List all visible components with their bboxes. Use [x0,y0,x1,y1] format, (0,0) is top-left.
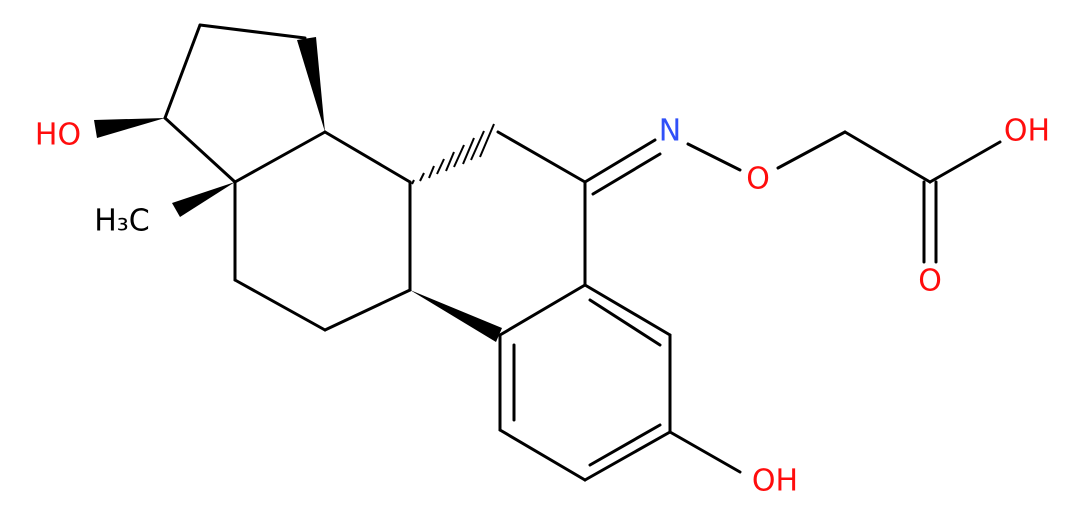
wedge-bond [94,118,165,138]
wedge-bond [297,37,325,132]
bond [163,23,202,120]
bond [843,130,932,184]
bond [198,23,307,40]
bond [588,423,662,467]
bond [498,428,587,482]
wedge-bond [172,182,235,217]
bond [498,283,587,337]
bond [323,288,412,332]
bond [928,140,1002,184]
bond [588,298,662,347]
bond [323,130,412,184]
atom-label: H₃C [94,204,150,239]
bond [496,130,587,184]
atom-label: HO [35,118,81,153]
atom-label: O [746,162,770,197]
atom-label: N [659,114,681,149]
bond [668,430,742,474]
bond [591,152,662,196]
bond [583,138,657,184]
bond [686,142,742,172]
hash-bond [411,123,495,185]
atom-label: O [918,264,942,299]
atom-label: OH [752,464,798,499]
bonds [94,23,1002,482]
atom-label: OH [1004,114,1050,149]
bond [583,430,672,482]
bond [583,283,672,337]
bond [163,116,237,184]
bond [233,130,327,184]
atom-labels: HO H₃C N O OH O OH [35,114,1050,499]
bond [776,130,847,170]
wedge-bond [410,290,502,342]
bond [233,278,327,332]
